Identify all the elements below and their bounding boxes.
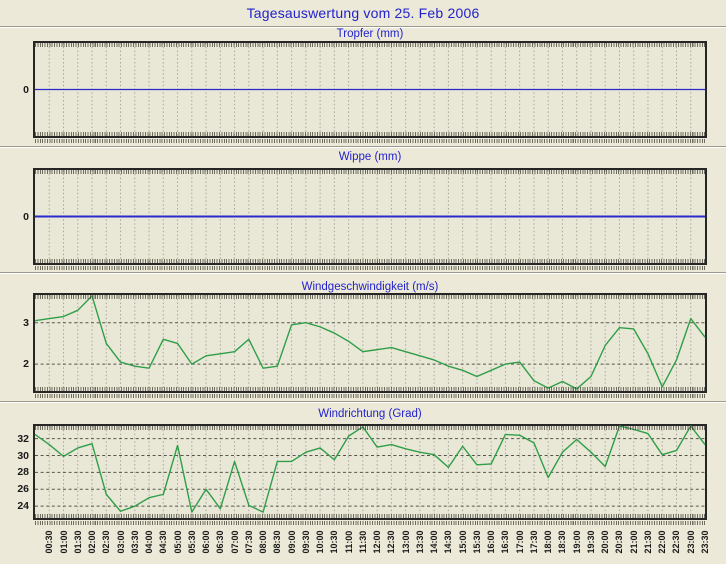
tropfer-chart <box>33 41 707 138</box>
xtick-label: 10:30 <box>329 530 340 554</box>
panel-separator-1 <box>0 146 726 148</box>
minor-tick-strip <box>35 139 705 143</box>
xtick-label: 16:30 <box>500 530 511 554</box>
tropfer-ytick-label: 0 <box>23 83 29 96</box>
windrichtung-plot-area <box>33 424 707 520</box>
xtick-label: 18:00 <box>543 530 554 554</box>
minor-tick-strip <box>35 394 705 398</box>
xtick-label: 04:00 <box>144 530 155 554</box>
xtick-label: 22:30 <box>671 530 682 554</box>
windgeschwindigkeit-chart <box>33 293 707 393</box>
xtick-label: 08:30 <box>272 530 283 554</box>
xtick-label: 11:00 <box>343 530 354 554</box>
xtick-label: 07:00 <box>229 530 240 554</box>
wippe-ytick-label: 0 <box>23 210 29 223</box>
minor-tick-strip <box>35 521 705 525</box>
xtick-label: 23:00 <box>685 530 696 554</box>
windrichtung-chart <box>33 424 707 520</box>
xtick-label: 14:00 <box>429 530 440 554</box>
xtick-label: 02:30 <box>101 530 112 554</box>
xtick-label: 02:00 <box>87 530 98 554</box>
page-title: Tagesauswertung vom 25. Feb 2006 <box>246 5 480 21</box>
minor-tick-strip <box>35 426 705 430</box>
panel-separator-2 <box>0 272 726 274</box>
panel-title-tropfer: Tropfer (mm) <box>336 28 404 40</box>
xtick-label: 12:00 <box>372 530 383 554</box>
xtick-label: 01:30 <box>72 530 83 554</box>
panel-title-wippe: Wippe (mm) <box>338 151 402 163</box>
minor-tick-strip <box>35 259 705 263</box>
minor-tick-strip <box>35 170 705 174</box>
panel-title-windrichtung: Windrichtung (Grad) <box>318 408 422 420</box>
minor-tick-strip <box>35 43 705 47</box>
minor-tick-strip <box>35 514 705 518</box>
xtick-label: 07:30 <box>243 530 254 554</box>
windgeschwindigkeit-series-line <box>34 295 706 390</box>
windrichtung-ytick-label: 30 <box>17 449 29 462</box>
xtick-label: 09:00 <box>286 530 297 554</box>
windrichtung-series-line <box>34 425 706 513</box>
panel-separator-3 <box>0 401 726 403</box>
xtick-label: 15:00 <box>457 530 468 554</box>
xtick-label: 18:30 <box>557 530 568 554</box>
xtick-label: 10:00 <box>315 530 326 554</box>
xtick-label: 22:00 <box>657 530 668 554</box>
windgeschwindigkeit-plot-area <box>33 293 707 393</box>
windgeschwindigkeit-ytick-label: 3 <box>23 316 29 329</box>
xtick-label: 04:30 <box>158 530 169 554</box>
xtick-label: 21:00 <box>628 530 639 554</box>
windgeschwindigkeit-ytick-label: 2 <box>23 358 29 371</box>
xtick-label: 19:30 <box>585 530 596 554</box>
xtick-label: 09:30 <box>300 530 311 554</box>
minor-tick-strip <box>35 295 705 299</box>
wippe-chart <box>33 168 707 265</box>
xtick-label: 03:30 <box>129 530 140 554</box>
minor-tick-strip <box>35 132 705 136</box>
xtick-label: 16:00 <box>486 530 497 554</box>
xtick-label: 13:00 <box>400 530 411 554</box>
xtick-label: 06:00 <box>201 530 212 554</box>
xtick-label: 01:00 <box>58 530 69 554</box>
xtick-label: 17:30 <box>528 530 539 554</box>
xtick-label: 05:00 <box>172 530 183 554</box>
windrichtung-ytick-label: 32 <box>17 432 29 445</box>
xtick-label: 06:30 <box>215 530 226 554</box>
title-separator <box>0 26 726 28</box>
xtick-label: 13:30 <box>414 530 425 554</box>
minor-tick-strip <box>35 266 705 270</box>
xtick-label: 05:30 <box>186 530 197 554</box>
xtick-label: 20:00 <box>600 530 611 554</box>
xtick-label: 17:00 <box>514 530 525 554</box>
xtick-label: 00:30 <box>44 530 55 554</box>
windrichtung-ytick-label: 28 <box>17 466 29 479</box>
xtick-label: 03:00 <box>115 530 126 554</box>
xtick-label: 08:00 <box>258 530 269 554</box>
windrichtung-ytick-label: 24 <box>17 500 29 513</box>
xtick-label: 11:30 <box>357 530 368 554</box>
xtick-label: 12:30 <box>386 530 397 554</box>
xtick-label: 19:00 <box>571 530 582 554</box>
xtick-label: 23:30 <box>700 530 710 554</box>
windrichtung-ytick-label: 26 <box>17 483 29 496</box>
xtick-label: 20:30 <box>614 530 625 554</box>
xtick-label: 21:30 <box>642 530 653 554</box>
panel-title-windgeschwindigkeit: Windgeschwindigkeit (m/s) <box>301 281 439 293</box>
minor-tick-strip <box>35 387 705 391</box>
xtick-label: 14:30 <box>443 530 454 554</box>
xtick-label: 15:30 <box>471 530 482 554</box>
